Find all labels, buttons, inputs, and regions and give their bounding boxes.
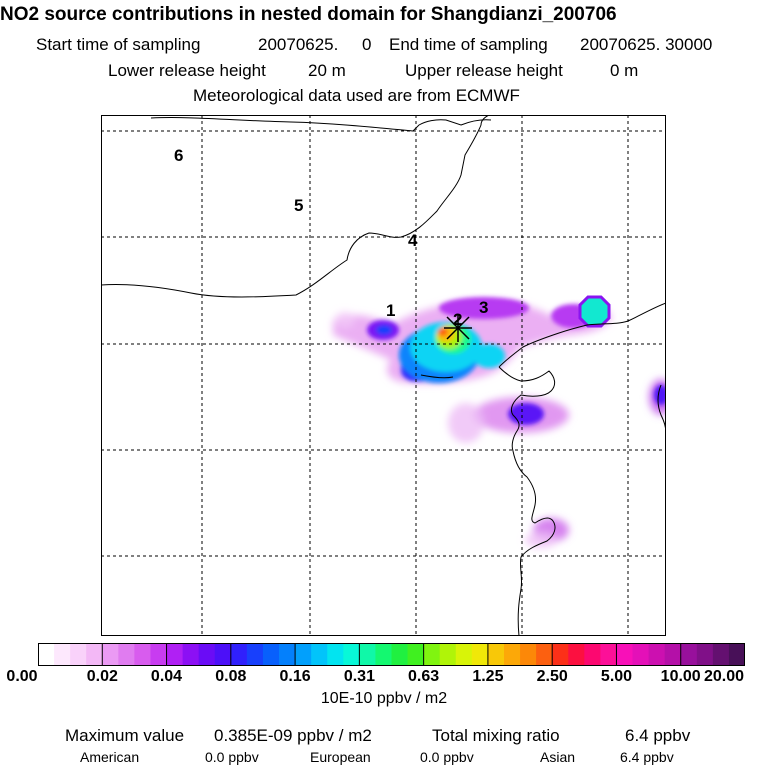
color-scale-tick-label: 2.50 [536,668,568,685]
color-scale-cell [455,643,473,666]
color-scale-cell [166,643,184,666]
color-scale-cell [198,643,216,666]
total-mixing-value: 6.4 ppbv [625,726,691,745]
region-label-5: 5 [294,196,303,215]
region-label-1: 1 [386,301,395,320]
color-scale-cell [407,643,425,666]
color-scale-cell [295,643,312,666]
color-scale-cell [311,643,328,666]
color-scale-cell [520,643,537,666]
lat-lon-grid [101,115,666,636]
color-scale-cell [423,643,441,666]
coastline [101,115,666,636]
color-scale-cell [391,643,409,666]
color-scale-cell [246,643,264,666]
receptor-marker [444,314,472,342]
color-scale-cell [664,643,682,666]
color-scale-cell [471,643,489,666]
color-scale-cell [118,643,136,666]
concentration-field [333,295,666,548]
color-scale-tick-label: 0.04 [150,668,183,685]
color-scale-cell [327,643,344,666]
upper-height-value: 0 m [610,61,639,80]
region-label-4: 4 [408,231,418,250]
color-scale-cell [86,643,103,666]
color-scale-cell [487,643,505,666]
color-scale-cell [214,643,232,666]
source-american-label: American [80,749,140,765]
color-scale-tick-label: 0.08 [215,668,247,685]
start-time-label: Start time of sampling [36,35,201,54]
map-panel: 1 2 3 4 5 6 [101,115,666,636]
color-scale-tick-label: 0.31 [343,668,375,685]
region-label-6: 6 [174,146,183,165]
color-scale-cell [552,643,569,666]
color-scale-cell [182,643,200,666]
color-scale-tick-label: 0.00 [6,668,38,685]
color-scale-cell [568,643,585,666]
color-scale-tick-label: 0.63 [408,668,440,685]
color-scale-cell [375,643,393,666]
color-scale-cell [70,643,87,666]
lower-height-label: Lower release height [108,61,266,80]
color-scale-cell [359,643,377,666]
color-scale-cell [712,643,730,666]
color-scale-cell [439,643,457,666]
source-american-value: 0.0 ppbv [205,749,259,765]
source-asian-label: Asian [540,749,576,765]
color-scale-cell [600,643,618,666]
end-time-label: End time of sampling [389,35,548,54]
total-mixing-label: Total mixing ratio [432,726,560,745]
color-scale-cell [680,643,698,666]
color-scale-cell [584,643,601,666]
color-scale-cell [38,643,55,666]
source-european-label: European [310,749,371,765]
max-value-label: Maximum value [65,726,185,745]
color-scale-cell [632,643,650,666]
color-scale-tick-label: 5.00 [600,668,633,685]
map-frame [101,115,666,636]
start-time-value: 20070625. 0 [258,35,372,54]
color-scale-tick-label: 0.16 [279,668,311,685]
color-scale-cell [536,643,553,666]
color-scale-cell [150,643,168,666]
color-scale-cell [648,643,666,666]
color-scale-cell [102,643,119,666]
color-scale-tick-label: 0.02 [86,668,118,685]
color-scale-units: 10E-10 ppbv / m2 [320,690,448,707]
max-value: 0.385E-09 ppbv / m2 [214,726,372,745]
color-scale-cell [279,643,296,666]
source-european-value: 0.0 ppbv [420,749,474,765]
color-scale-cell [343,643,360,666]
color-scale-cell [503,643,521,666]
source-asian-value: 6.4 ppbv [620,749,674,765]
color-scale-tick-label: 1.25 [472,668,504,685]
met-data-line: Meteorological data used are from ECMWF [193,86,520,105]
region-label-3: 3 [479,298,488,317]
color-scale-cell [230,643,248,666]
upper-height-label: Upper release height [405,61,563,80]
end-time-value: 20070625. 30000 [580,35,713,54]
color-scale-tick-label: 10.00 [660,668,701,685]
color-scale-cell [54,643,71,666]
color-scale-cell [696,643,714,666]
color-scale-cell [134,643,152,666]
color-scale-bar [38,643,745,666]
region-label-2: 2 [453,310,462,329]
color-scale-cell [616,643,634,666]
lower-height-value: 20 m [308,61,346,80]
color-scale-cell [262,643,280,666]
map-title: NO2 source contributions in nested domai… [0,4,617,25]
color-scale-cell [728,643,745,666]
color-scale-tick-label: 20.00 [703,668,745,685]
